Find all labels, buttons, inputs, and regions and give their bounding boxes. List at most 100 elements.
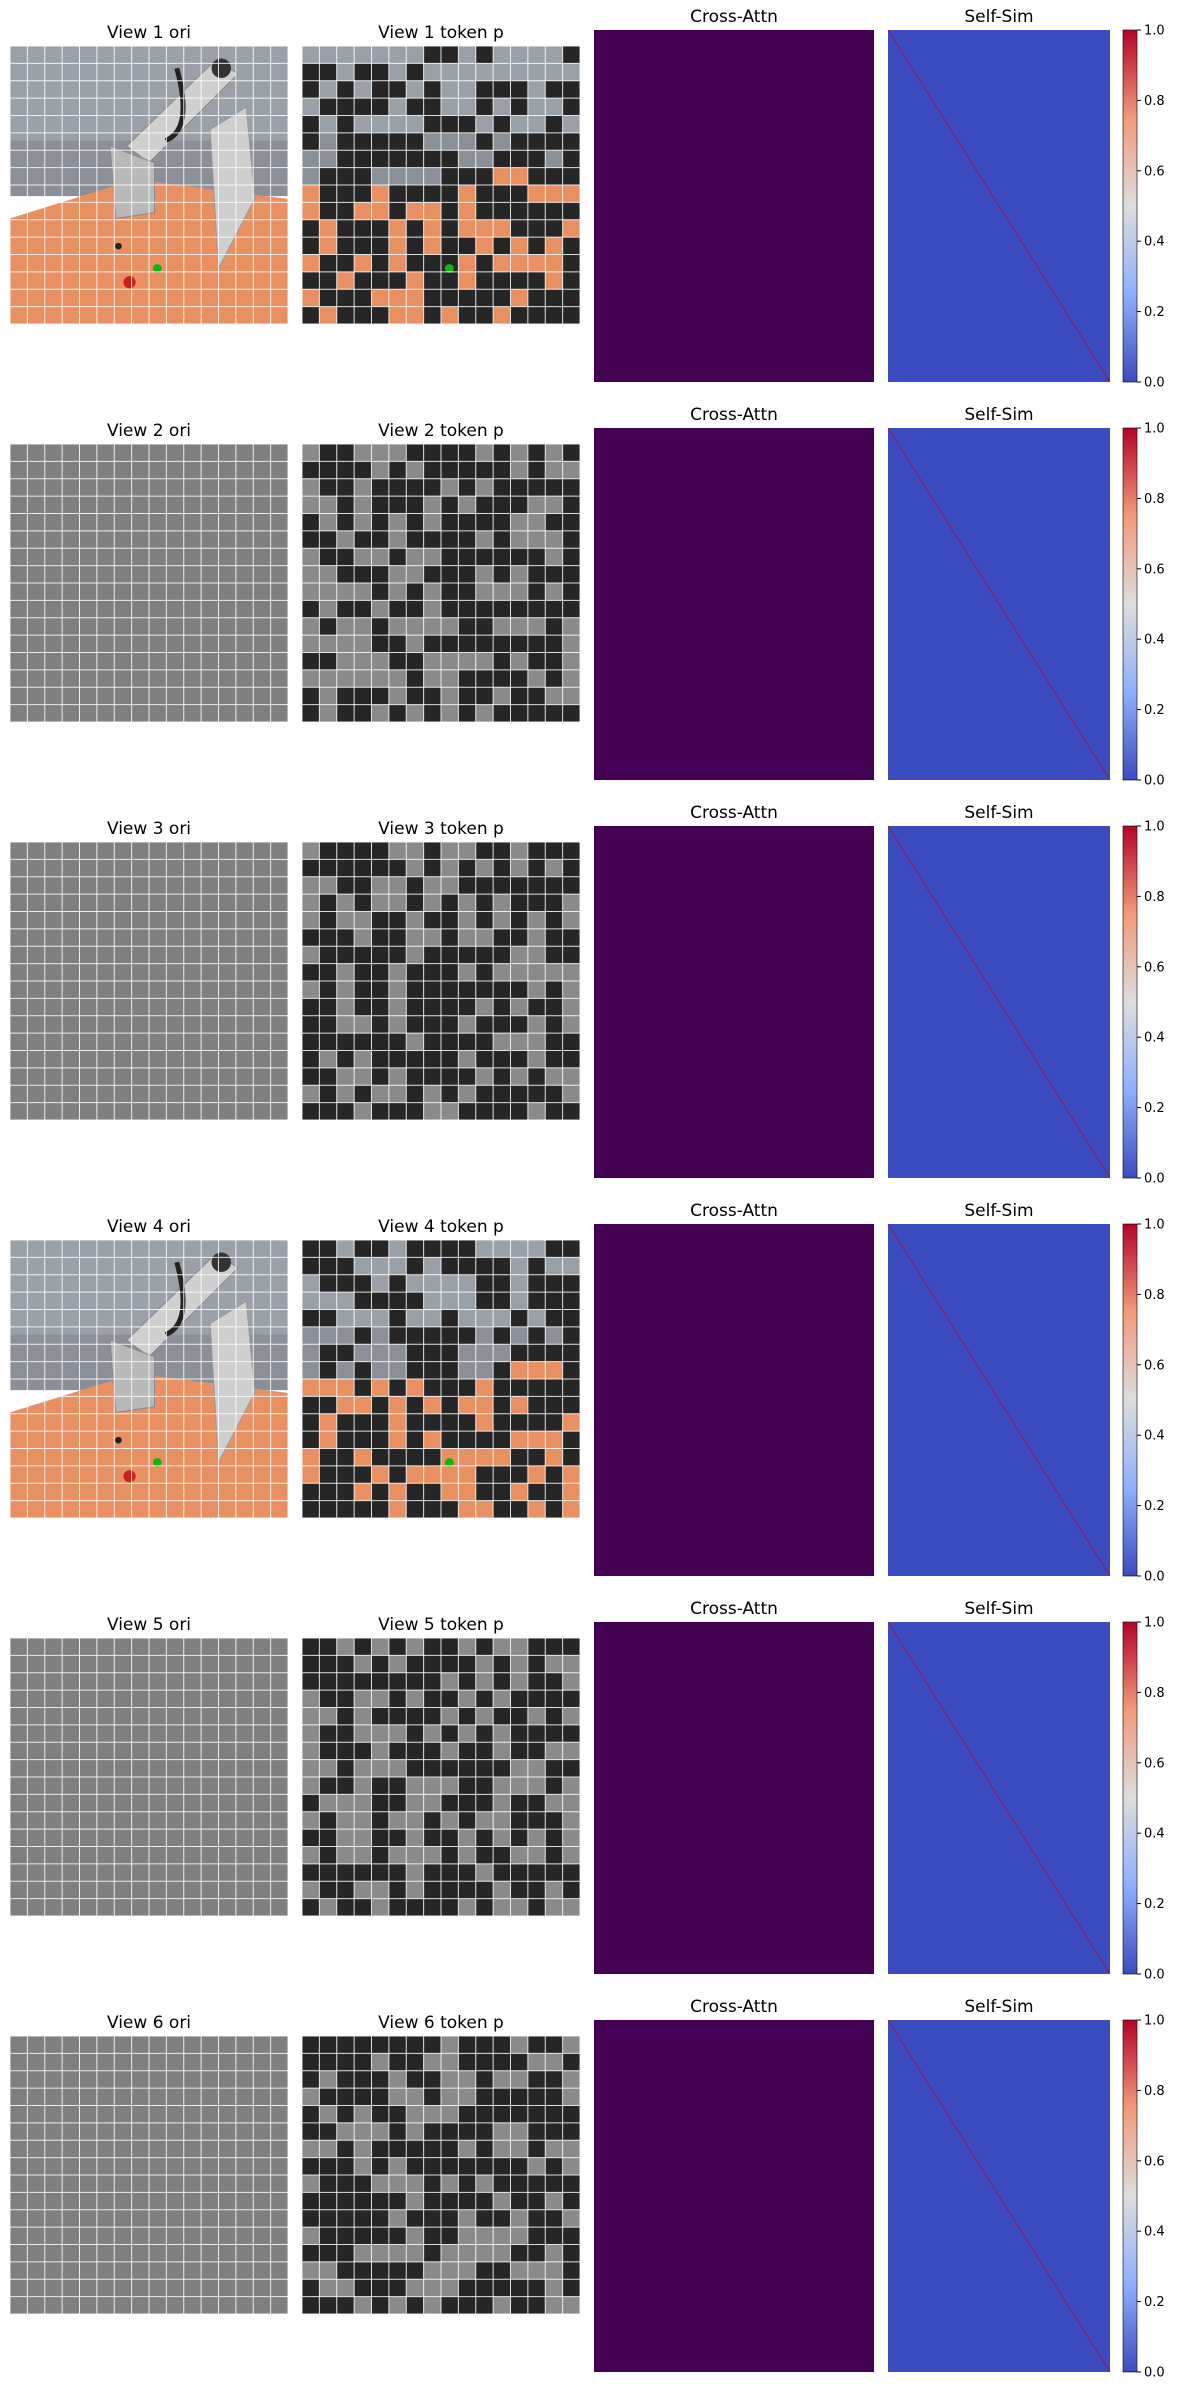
panel-title: View 6 token p [378, 2013, 504, 2033]
patch-grid [9, 1239, 289, 1519]
colorbar-tick-label: 0.2 [1144, 1499, 1165, 1514]
green-marker [152, 1457, 162, 1467]
colorbar-tick-label: 0.8 [1144, 94, 1165, 109]
token-cells [302, 2036, 580, 2314]
panel-title: View 4 token p [378, 1217, 504, 1237]
cross-attn-heatmap [594, 2020, 874, 2372]
panel-heatmap: Self-Sim [887, 1997, 1111, 2373]
panel-title: Self-Sim [964, 803, 1033, 823]
panel-image: View 2 ori [9, 421, 289, 723]
panel-heatmap: Cross-Attn [594, 405, 874, 780]
colorbar-tick-label: 1.0 [1144, 2014, 1165, 2029]
panel-title: View 3 ori [107, 819, 191, 839]
self-sim-diagonal [887, 1621, 1111, 1975]
colorbar-gradient [1122, 29, 1138, 383]
panel-title: View 2 ori [107, 421, 191, 441]
token-cells [302, 842, 580, 1120]
colorbar-tick-label: 0.4 [1144, 235, 1165, 250]
panel-token-mask: View 1 token p [301, 23, 581, 325]
panel-token-mask: View 2 token p [301, 421, 581, 723]
colorbar-tick-label: 0.0 [1144, 774, 1165, 789]
panel-image: View 6 ori [9, 2013, 289, 2315]
colorbar-gradient [1122, 1621, 1138, 1975]
colorbar-tick-label: 1.0 [1144, 1616, 1165, 1631]
token-cells [302, 1240, 580, 1518]
panel-title: View 2 token p [378, 421, 504, 441]
panel-title: Cross-Attn [690, 1599, 778, 1619]
patch-grid [9, 443, 289, 723]
colorbar-tick-label: 0.2 [1144, 1101, 1165, 1116]
panel-heatmap: Cross-Attn [594, 7, 874, 382]
colorbar-tick-label: 0.8 [1144, 2084, 1165, 2099]
panel-image: View 3 ori [9, 819, 289, 1121]
colorbar-tick-label: 0.2 [1144, 703, 1165, 718]
view-row-6: View 6 ori View 6 token p Cross-Attn Self-S… [9, 1997, 1165, 2381]
colorbar: 0.0 0.2 0.4 0.6 0.8 1.0 [1122, 1616, 1165, 1983]
token-cells [302, 46, 580, 324]
colorbar-tick-label: 1.0 [1144, 820, 1165, 835]
colorbar-tick-label: 1.0 [1144, 422, 1165, 437]
colorbar-tick-label: 0.6 [1144, 960, 1165, 975]
view-row-4: View 4 ori View 4 token p Cross-Attn Self-S… [9, 1201, 1165, 1585]
colorbar-tick-label: 0.8 [1144, 1686, 1165, 1701]
panel-title: Cross-Attn [690, 7, 778, 27]
patch-grid [9, 45, 289, 325]
green-marker [444, 1457, 454, 1467]
colorbar-tick-label: 0.0 [1144, 1570, 1165, 1585]
panel-image: View 4 ori [9, 1217, 289, 1519]
colorbar: 0.0 0.2 0.4 0.6 0.8 1.0 [1122, 422, 1165, 789]
patch-grid [301, 443, 581, 723]
colorbar-gradient [1122, 2019, 1138, 2373]
patch-grid [9, 2035, 289, 2315]
patch-grid [9, 1637, 289, 1917]
panel-heatmap: Self-Sim [887, 1599, 1111, 1975]
panel-title: View 5 token p [378, 1615, 504, 1635]
panel-title: View 5 ori [107, 1615, 191, 1635]
panel-heatmap: Self-Sim [887, 803, 1111, 1179]
colorbar-tick-label: 0.6 [1144, 1756, 1165, 1771]
panel-title: Self-Sim [964, 1599, 1033, 1619]
self-sim-diagonal [887, 427, 1111, 781]
self-sim-diagonal [887, 1223, 1111, 1577]
colorbar-tick-label: 0.0 [1144, 376, 1165, 391]
colorbar-tick-label: 0.0 [1144, 1968, 1165, 1983]
colorbar: 0.0 0.2 0.4 0.6 0.8 1.0 [1122, 2014, 1165, 2381]
colorbar-tick-label: 0.4 [1144, 1031, 1165, 1046]
patch-grid [301, 841, 581, 1121]
panel-title: Cross-Attn [690, 803, 778, 823]
cross-attn-heatmap [594, 1622, 874, 1974]
panel-title: Self-Sim [964, 405, 1033, 425]
panel-title: Self-Sim [964, 7, 1033, 27]
panel-image: View 5 ori [9, 1615, 289, 1917]
panel-title: Cross-Attn [690, 1201, 778, 1221]
cross-attn-heatmap [594, 428, 874, 780]
panel-title: Self-Sim [964, 1201, 1033, 1221]
cross-attn-heatmap [594, 1224, 874, 1576]
colorbar-tick-label: 1.0 [1144, 1218, 1165, 1233]
colorbar-tick-label: 0.6 [1144, 164, 1165, 179]
colorbar-tick-label: 0.6 [1144, 562, 1165, 577]
colorbar-tick-label: 0.8 [1144, 890, 1165, 905]
colorbar: 0.0 0.2 0.4 0.6 0.8 1.0 [1122, 820, 1165, 1187]
colorbar-tick-label: 0.6 [1144, 2154, 1165, 2169]
patch-grid [301, 1239, 581, 1519]
view-row-5: View 5 ori View 5 token p Cross-Attn Self-S… [9, 1599, 1165, 1983]
panel-heatmap: Self-Sim [887, 1201, 1111, 1577]
patch-grid [301, 1637, 581, 1917]
panel-title: Self-Sim [964, 1997, 1033, 2017]
view-row-3: View 3 ori View 3 token p Cross-Attn Self-S… [9, 803, 1165, 1187]
token-cells [302, 1638, 580, 1916]
panel-title: View 3 token p [378, 819, 504, 839]
panel-token-mask: View 6 token p [301, 2013, 581, 2315]
red-ball [123, 1470, 136, 1483]
colorbar-tick-label: 0.6 [1144, 1358, 1165, 1373]
colorbar-tick-label: 0.4 [1144, 1827, 1165, 1842]
colorbar-gradient [1122, 1223, 1138, 1577]
panel-heatmap: Cross-Attn [594, 1201, 874, 1576]
cross-attn-heatmap [594, 30, 874, 382]
colorbar-tick-label: 0.4 [1144, 1429, 1165, 1444]
patch-grid [301, 2035, 581, 2315]
colorbar-tick-label: 1.0 [1144, 24, 1165, 39]
panel-token-mask: View 5 token p [301, 1615, 581, 1917]
panel-title: View 1 ori [107, 23, 191, 43]
